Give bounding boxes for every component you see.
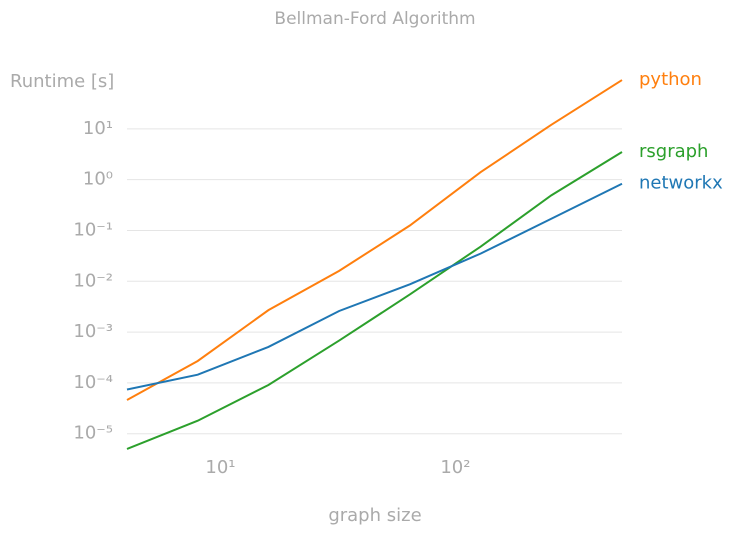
y-tick-label: 10⁻⁵ bbox=[73, 423, 113, 444]
legend-label: python bbox=[639, 69, 702, 90]
x-tick-label: 10² bbox=[440, 457, 470, 478]
y-tick-label: 10¹ bbox=[83, 118, 113, 139]
y-tick-label: 10⁻¹ bbox=[73, 219, 113, 240]
series-line bbox=[126, 182, 623, 391]
legend-label: networkx bbox=[639, 173, 723, 194]
series-line bbox=[126, 151, 623, 450]
chart-title: Bellman-Ford Algorithm bbox=[274, 9, 475, 29]
x-tick-label: 10¹ bbox=[205, 457, 235, 478]
series-line bbox=[126, 79, 623, 401]
y-axis-label: Runtime [s] bbox=[10, 71, 114, 92]
x-axis-label: graph size bbox=[328, 505, 421, 526]
y-tick-label: 10⁻² bbox=[73, 270, 113, 291]
y-tick-label: 10⁻³ bbox=[73, 321, 113, 342]
legend-label: rsgraph bbox=[639, 141, 708, 162]
y-tick-label: 10⁻⁴ bbox=[73, 372, 113, 393]
y-tick-label: 10⁰ bbox=[83, 169, 113, 190]
